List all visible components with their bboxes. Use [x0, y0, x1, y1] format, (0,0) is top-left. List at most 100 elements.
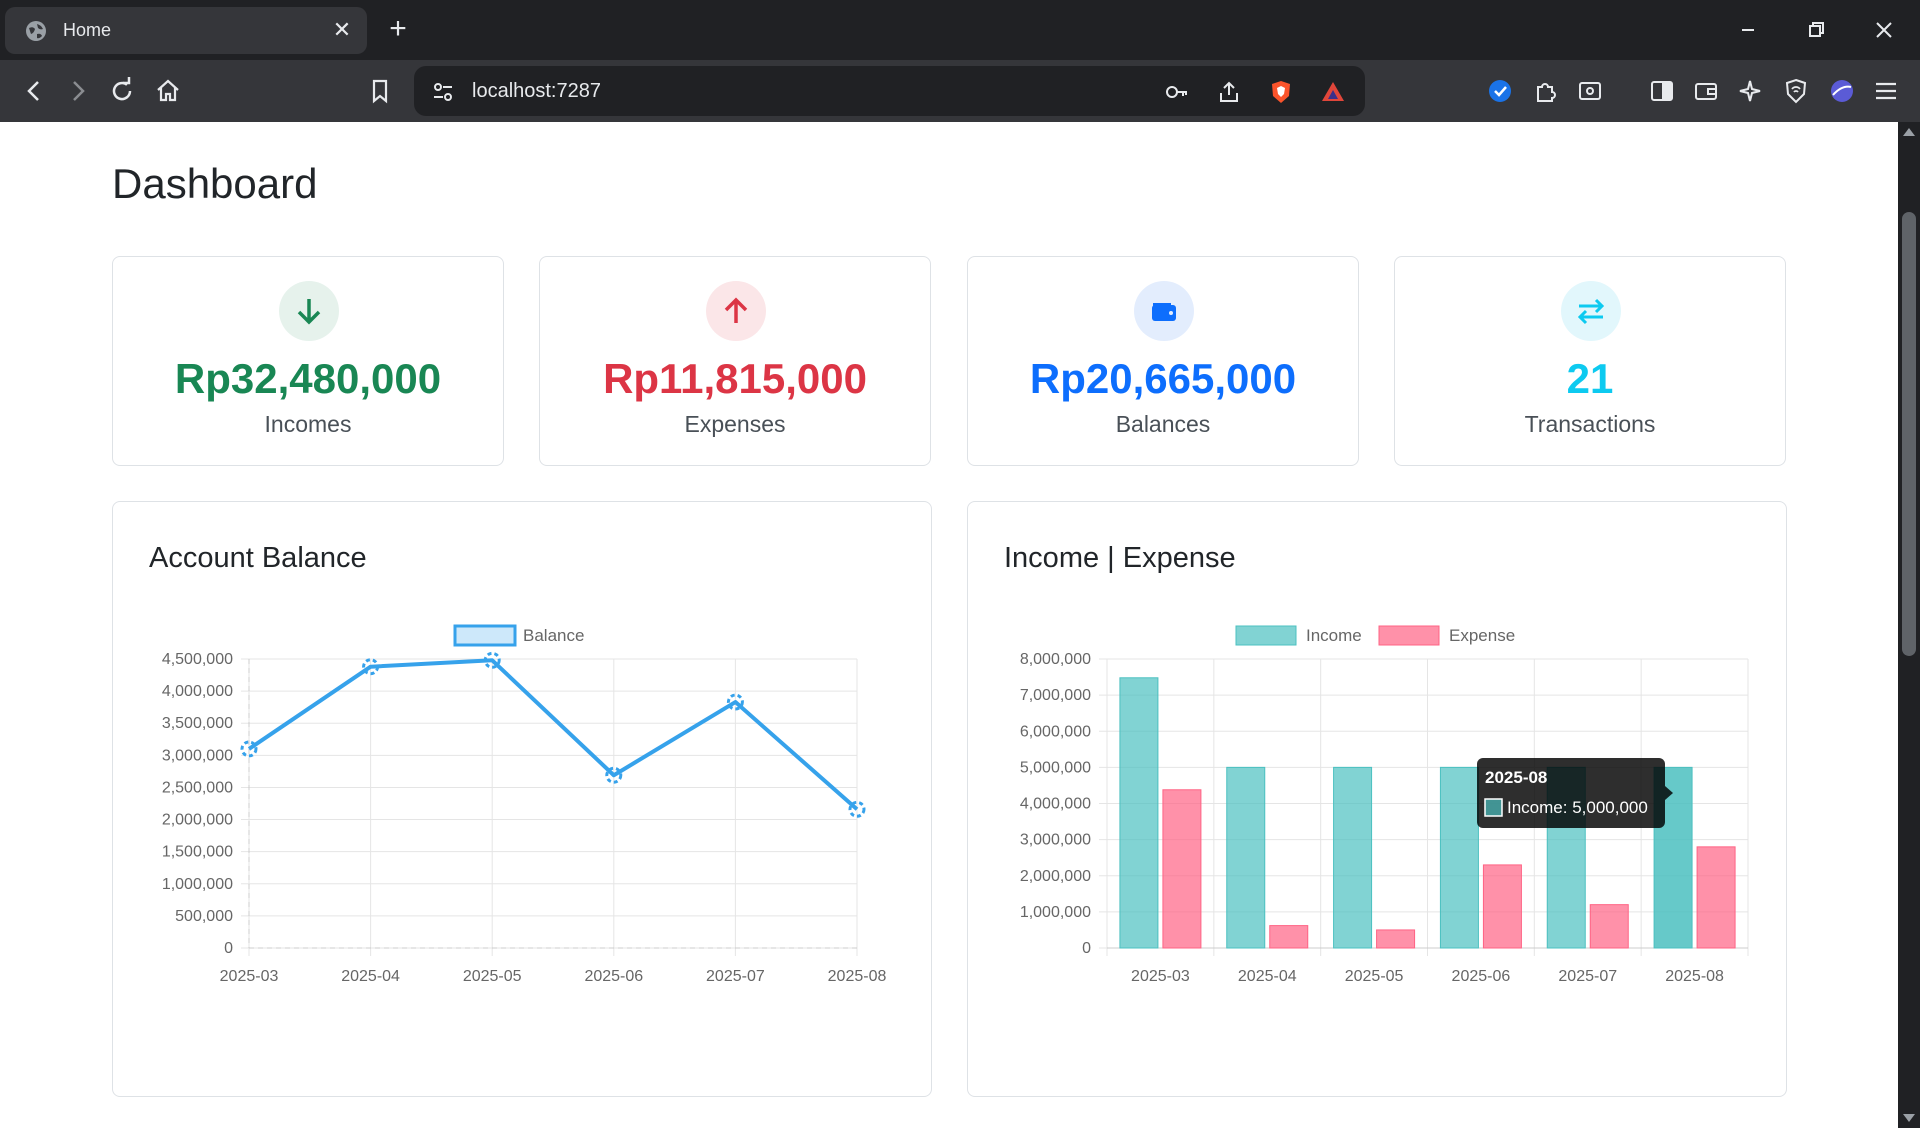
- x-tick-label: 2025-06: [1452, 968, 1511, 985]
- income-bar: [1439, 766, 1479, 949]
- data-point: [240, 740, 258, 758]
- account-balance-card: Account Balance 4,500,000 4,000,000 3,500,…: [112, 501, 932, 1097]
- back-icon[interactable]: [18, 75, 50, 107]
- x-tick-label: 2025-04: [341, 968, 400, 985]
- expense-bar: [1162, 789, 1202, 949]
- extensions-icon[interactable]: [1530, 75, 1562, 107]
- balance-line: [247, 658, 859, 811]
- scrollbar-thumb[interactable]: [1902, 212, 1916, 656]
- x-tick-label: 2025-04: [1238, 968, 1297, 985]
- expense-bar: [1696, 846, 1736, 949]
- minimize-icon[interactable]: [1732, 14, 1764, 46]
- icon-circle: [1134, 281, 1194, 341]
- leo-ai-icon[interactable]: [1736, 75, 1768, 107]
- menu-icon[interactable]: [1870, 75, 1902, 107]
- stat-label: Incomes: [264, 411, 352, 437]
- restore-icon[interactable]: [1800, 14, 1832, 46]
- y-tick-label: 3,500,000: [162, 715, 233, 732]
- stat-value: Rp32,480,000: [174, 355, 442, 402]
- data-point: [605, 766, 623, 784]
- page-content: Dashboard Rp32,480,000 Incomes Rp11,815,…: [0, 122, 1898, 1128]
- legend-label: Expense: [1449, 626, 1515, 645]
- stat-label: Transactions: [1524, 411, 1656, 437]
- data-point: [848, 800, 866, 818]
- x-tick-label: 2025-07: [1558, 968, 1617, 985]
- profile-avatar[interactable]: [1826, 75, 1858, 107]
- x-tick-label: 2025-05: [1345, 968, 1404, 985]
- y-tick-label: 4,500,000: [162, 651, 233, 668]
- stat-label: Expenses: [684, 411, 786, 437]
- browser-toolbar: localhost:7287: [0, 60, 1920, 122]
- account-balance-chart[interactable]: 4,500,000 4,000,000 3,500,000 3,000,000 2,50…: [113, 502, 933, 1098]
- legend-label: Balance: [523, 626, 584, 645]
- globe-icon: [26, 21, 46, 41]
- reload-icon[interactable]: [106, 75, 138, 107]
- arrow-down-icon: [297, 299, 321, 325]
- y-tick-label: 1,000,000: [1020, 904, 1091, 921]
- expense-bar: [1589, 904, 1629, 949]
- income-bar: [1333, 766, 1373, 949]
- y-tick-label: 2,500,000: [162, 779, 233, 796]
- data-point: [483, 651, 501, 669]
- browser-tab-bar: Home ✕ +: [0, 0, 1920, 60]
- icon-circle: [706, 281, 766, 341]
- expense-bar: [1482, 864, 1522, 949]
- close-tab-icon[interactable]: ✕: [332, 17, 352, 42]
- brave-shield-icon[interactable]: [1268, 79, 1294, 105]
- verified-extension-icon[interactable]: [1484, 75, 1516, 107]
- legend-swatch: [1378, 625, 1440, 646]
- stat-value: 21: [1566, 355, 1614, 402]
- y-tick-label: 2,000,000: [162, 812, 233, 829]
- forward-icon[interactable]: [62, 75, 94, 107]
- y-tick-label: 4,000,000: [1020, 796, 1091, 813]
- page-title: Dashboard: [112, 160, 318, 207]
- brave-rewards-icon[interactable]: [1320, 79, 1346, 105]
- home-icon[interactable]: [152, 75, 184, 107]
- income-expense-card: Income | Expense 8,000,000 7,000,000 6,000…: [967, 501, 1787, 1097]
- stat-card-incomes: Rp32,480,000 Incomes: [112, 256, 504, 466]
- site-settings-icon[interactable]: [430, 79, 456, 105]
- y-tick-label: 3,000,000: [1020, 832, 1091, 849]
- page-scrollbar[interactable]: [1898, 122, 1920, 1128]
- x-tick-label: 2025-03: [220, 968, 279, 985]
- share-icon[interactable]: [1216, 79, 1242, 105]
- y-tick-label: 1,000,000: [162, 876, 233, 893]
- browser-tab[interactable]: Home ✕: [5, 7, 367, 54]
- y-tick-label: 500,000: [175, 908, 233, 925]
- sidebar-icon[interactable]: [1646, 75, 1678, 107]
- scroll-down-arrow-icon[interactable]: [1903, 1114, 1915, 1122]
- reading-mode-icon[interactable]: [1574, 75, 1606, 107]
- y-tick-label: 1,500,000: [162, 844, 233, 861]
- tab-title: Home: [63, 20, 112, 40]
- wallet-icon[interactable]: [1690, 75, 1722, 107]
- y-tick-label: 3,000,000: [162, 747, 233, 764]
- bookmark-icon[interactable]: [364, 75, 396, 107]
- stat-value: Rp11,815,000: [603, 355, 867, 402]
- tooltip-box: [1477, 758, 1665, 828]
- icon-circle: [279, 281, 339, 341]
- x-tick-label: 2025-07: [706, 968, 765, 985]
- y-tick-label: 2,000,000: [1020, 868, 1091, 885]
- x-tick-label: 2025-08: [1665, 968, 1724, 985]
- icon-circle: [1561, 281, 1621, 341]
- new-tab-button[interactable]: +: [389, 12, 407, 45]
- close-window-icon[interactable]: [1868, 14, 1900, 46]
- income-bar: [1226, 766, 1266, 949]
- y-tick-label: 6,000,000: [1020, 723, 1091, 740]
- stat-card-balances: Rp20,665,000 Balances: [967, 256, 1359, 466]
- address-bar[interactable]: localhost:7287: [414, 66, 1365, 116]
- expense-bar: [1376, 929, 1416, 949]
- income-expense-chart[interactable]: 8,000,000 7,000,000 6,000,000 5,000,000 4,00…: [968, 502, 1788, 1098]
- stat-card-expenses: Rp11,815,000 Expenses: [539, 256, 931, 466]
- legend-label: Income: [1306, 626, 1362, 645]
- vpn-icon[interactable]: [1780, 75, 1812, 107]
- y-tick-label: 7,000,000: [1020, 687, 1091, 704]
- url-text[interactable]: localhost:7287: [472, 80, 601, 102]
- scroll-up-arrow-icon[interactable]: [1903, 128, 1915, 136]
- transfer-icon: [1577, 298, 1605, 325]
- key-icon[interactable]: [1164, 79, 1190, 105]
- chart-tooltip: 2025-08 Income: 5,000,000: [1477, 758, 1673, 828]
- wallet-icon: [1152, 303, 1176, 321]
- y-tick-label: 8,000,000: [1020, 651, 1091, 668]
- arrow-up-icon: [724, 297, 748, 323]
